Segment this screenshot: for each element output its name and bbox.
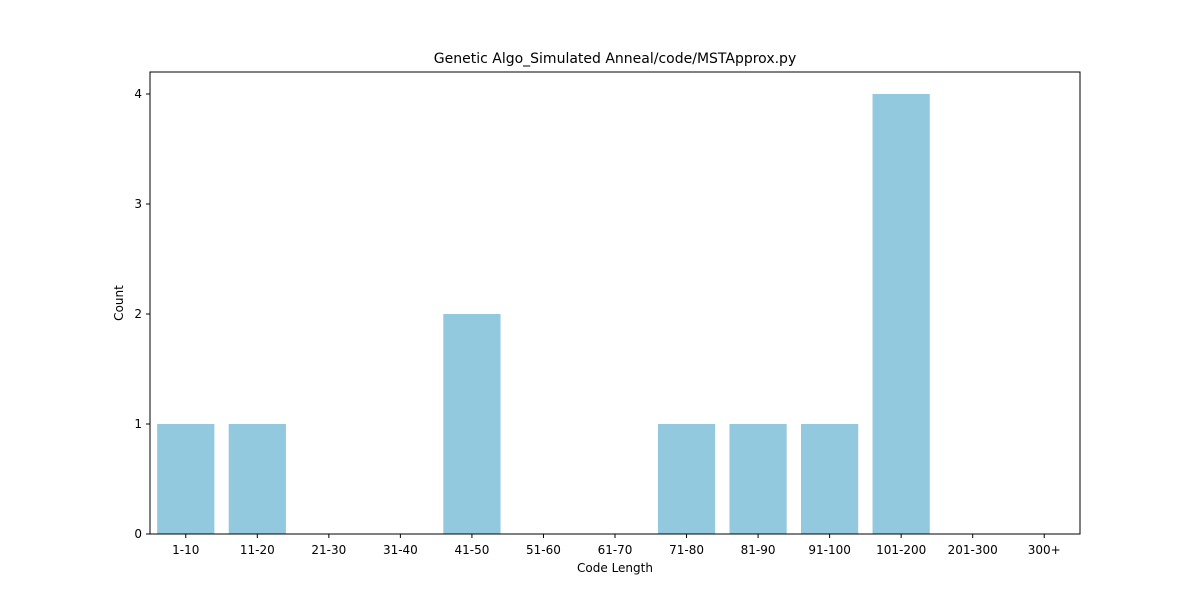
y-tick-label: 1 xyxy=(134,417,142,431)
bars-group xyxy=(157,94,930,534)
bar-81-90 xyxy=(729,424,787,534)
x-tick-label: 300+ xyxy=(1028,543,1061,557)
y-axis-label: Count xyxy=(112,285,126,321)
bar-41-50 xyxy=(443,314,501,534)
y-axis: 0 1 2 3 4 xyxy=(134,87,150,541)
y-tick-label: 4 xyxy=(134,87,142,101)
x-tick-label: 1-10 xyxy=(172,543,199,557)
x-tick-label: 41-50 xyxy=(454,543,489,557)
y-tick-label: 2 xyxy=(134,307,142,321)
x-tick-label: 11-20 xyxy=(240,543,275,557)
chart-title: Genetic Algo_Simulated Anneal/code/MSTAp… xyxy=(434,51,796,67)
x-axis-label: Code Length xyxy=(577,561,653,575)
x-tick-label: 201-300 xyxy=(948,543,998,557)
y-tick-label: 3 xyxy=(134,197,142,211)
x-tick-label: 101-200 xyxy=(876,543,926,557)
bar-71-80 xyxy=(657,424,716,534)
x-tick-label: 51-60 xyxy=(526,543,561,557)
x-tick-label: 31-40 xyxy=(383,543,418,557)
bar-1-10 xyxy=(157,424,215,534)
plot-frame xyxy=(149,71,1081,535)
x-tick-label: 71-80 xyxy=(669,543,704,557)
x-tick-label: 61-70 xyxy=(598,543,633,557)
x-axis: 1-10 11-20 21-30 31-40 41-50 51-60 61-70 71-80 8… xyxy=(172,534,1061,557)
x-tick-label: 91-100 xyxy=(808,543,851,557)
x-tick-label: 21-30 xyxy=(311,543,346,557)
x-tick-label: 81-90 xyxy=(741,543,776,557)
y-tick-label: 0 xyxy=(134,527,142,541)
bar-101-200 xyxy=(872,94,930,534)
bar-11-20 xyxy=(228,424,286,534)
bar-91-100 xyxy=(801,424,859,534)
